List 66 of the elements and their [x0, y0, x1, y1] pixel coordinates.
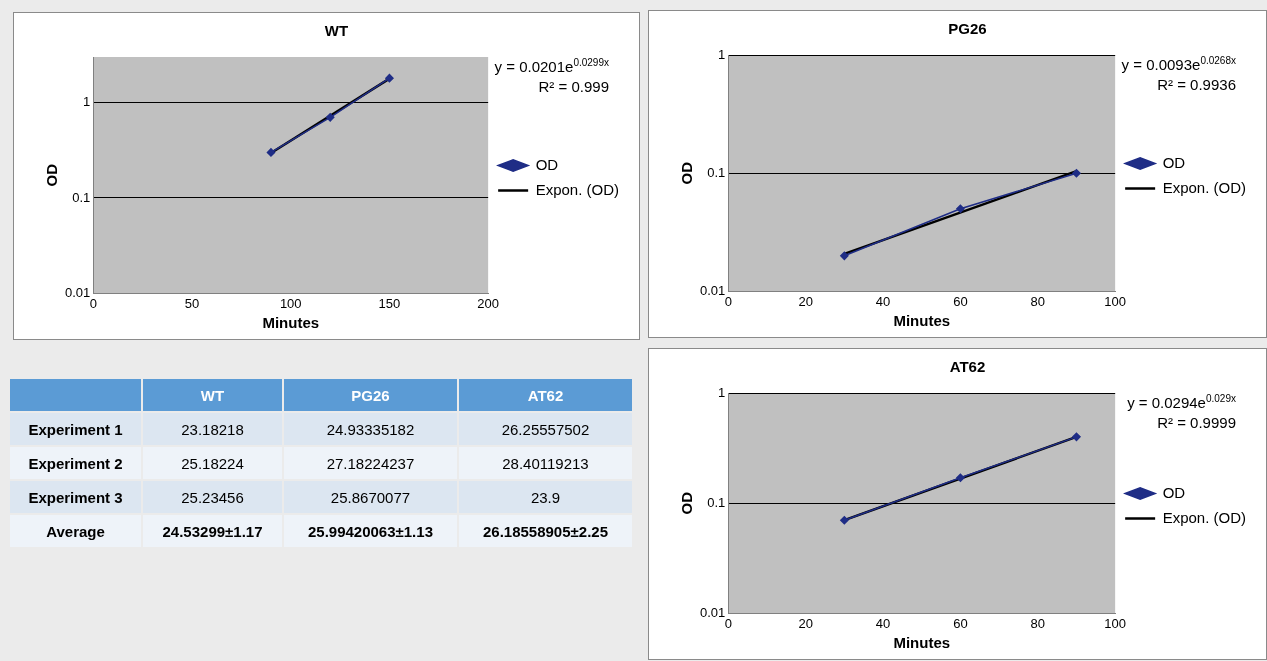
text: R² = 0.999 [538, 78, 609, 95]
x-tick-label: 200 [477, 295, 499, 311]
category-label: Experiment 1 [28, 420, 123, 438]
text: 25.18224 [181, 454, 244, 472]
x-tick-label: 0 [89, 295, 97, 311]
x-tick-label: 100 [1104, 293, 1126, 309]
category-label: WT [143, 379, 282, 411]
y-tick-label: 0.1 [707, 494, 726, 510]
category-label: PG26 [283, 379, 457, 411]
y-tick-label: 0.1 [72, 189, 91, 205]
text: y = 0.0201e$^{0.0299x}$ [494, 57, 609, 75]
x-axis-title: Minutes [893, 634, 951, 652]
text: 23.18218 [181, 420, 244, 438]
text: 24.53299±1.17 [162, 522, 263, 540]
y-tick-label: 1 [83, 94, 91, 110]
y-tick-label: 0.01 [64, 284, 91, 300]
chart-title: WT [324, 22, 349, 40]
legend-label: Expon. (OD) [1162, 508, 1246, 526]
x-axis-title: Minutes [262, 314, 320, 332]
text: 23.9 [530, 488, 561, 506]
legend-label: Expon. (OD) [535, 180, 619, 198]
x-tick-label: 40 [875, 615, 891, 631]
chart-title: PG26 [948, 20, 987, 38]
legend-label: OD [535, 155, 559, 173]
x-tick-label: 0 [724, 615, 732, 631]
x-tick-label: 0 [724, 293, 732, 309]
text: R² = 0.9999 [1157, 414, 1236, 431]
text: 24.93335182 [326, 420, 415, 438]
x-tick-label: 40 [875, 293, 891, 309]
category-label: Experiment 2 [28, 454, 123, 472]
text: R² = 0.9936 [1157, 76, 1236, 93]
text: 26.18558905±2.25 [482, 522, 608, 540]
y-axis-title: OD [678, 161, 696, 185]
x-tick-label: 80 [1030, 615, 1046, 631]
y-tick-label: 1 [718, 384, 726, 400]
text: 28.40119213 [502, 454, 589, 472]
text: y = 0.0294e$^{0.029x}$ [1127, 393, 1236, 411]
category-label: Average [46, 522, 105, 540]
text: 25.99420063±1.13 [307, 522, 433, 540]
x-tick-label: 50 [184, 295, 200, 311]
text: y = 0.0093e$^{0.0268x}$ [1121, 55, 1236, 73]
x-axis-title: Minutes [893, 312, 951, 330]
y-tick-label: 0.01 [699, 282, 726, 298]
x-tick-label: 20 [798, 293, 813, 309]
y-axis-title: OD [678, 491, 696, 515]
legend-label: OD [1162, 483, 1186, 501]
x-tick-label: 80 [1030, 293, 1046, 309]
text: 26.25557502 [501, 420, 590, 438]
y-tick-label: 0.01 [699, 604, 726, 620]
chart-title: AT62 [949, 358, 986, 376]
x-tick-label: 60 [953, 293, 968, 309]
x-tick-label: 150 [378, 295, 401, 311]
y-tick-label: 1 [718, 46, 726, 62]
text: 27.18224237 [326, 454, 415, 472]
text: 25.8670077 [330, 488, 411, 506]
x-tick-label: 100 [279, 295, 302, 311]
y-tick-label: 0.1 [707, 164, 726, 180]
y-axis-title: OD [43, 163, 61, 187]
x-tick-label: 20 [798, 615, 813, 631]
x-tick-label: 60 [953, 615, 968, 631]
x-tick-label: 100 [1104, 615, 1126, 631]
text: 25.23456 [181, 488, 244, 506]
category-label: AT62 [458, 379, 632, 411]
category-label: Experiment 3 [28, 488, 123, 506]
legend-label: OD [1162, 153, 1186, 171]
legend-label: Expon. (OD) [1162, 178, 1246, 196]
